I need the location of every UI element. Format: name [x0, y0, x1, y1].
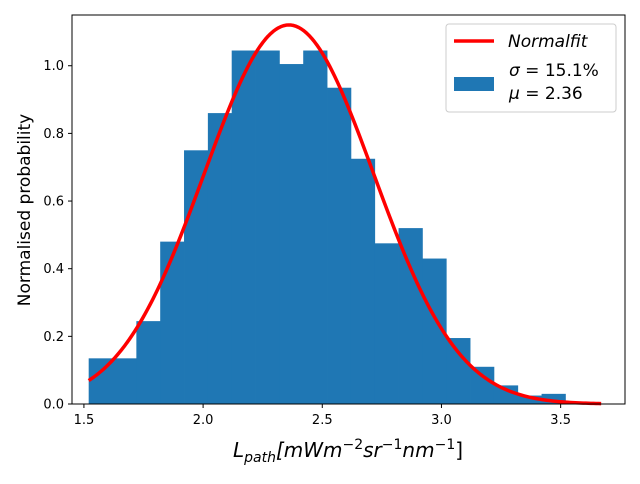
x-tick-label: 2.0	[193, 413, 214, 428]
x-tick-label: 1.5	[74, 413, 95, 428]
plot-frame	[71, 14, 626, 405]
histogram-bar	[493, 385, 519, 404]
legend-sigma-label: σ = 15.1%	[509, 61, 599, 81]
histogram-bar	[541, 393, 566, 404]
histogram-bar	[517, 395, 542, 404]
histogram-bar	[231, 50, 256, 404]
x-label-suffix: ]	[455, 438, 463, 462]
histogram-bar	[327, 87, 352, 405]
y-axis-label: Normalised probability	[15, 114, 35, 306]
histogram-bar	[136, 321, 161, 404]
x-tick-label: 3.5	[550, 413, 571, 428]
legend-hist-swatch	[454, 77, 494, 91]
x-tick-label: 3.0	[431, 413, 452, 428]
y-tick-label: 1.0	[43, 59, 64, 74]
x-label-sub: path	[243, 450, 276, 466]
histogram-bar	[160, 241, 185, 404]
histogram-bar	[303, 50, 328, 404]
y-tick-label: 0.0	[43, 398, 64, 413]
x-label-sr: sr	[363, 438, 383, 462]
legend: Normalfit σ = 15.1% μ = 2.36	[445, 23, 617, 113]
x-label-exp1: −2	[342, 437, 363, 453]
x-axis: 1.5 2.0 2.5 3.0 3.5	[74, 404, 571, 428]
histogram-bar	[279, 64, 304, 405]
histogram-bar	[255, 50, 280, 404]
y-tick-label: 0.4	[43, 262, 64, 277]
legend-fit-label: Normalfit	[508, 32, 589, 52]
y-axis: 0.0 0.2 0.4 0.6 0.8 1.0	[43, 59, 72, 413]
y-tick-label: 0.2	[43, 330, 64, 345]
histogram-bar	[184, 150, 209, 404]
bars-layer	[88, 50, 590, 405]
y-tick-label: 0.6	[43, 195, 64, 210]
normal-fit-curve	[87, 23, 602, 406]
histogram-bar	[470, 366, 495, 404]
legend-mu-value: = 2.36	[520, 84, 583, 104]
x-label-main: L	[233, 438, 244, 462]
legend-mu-symbol: μ	[508, 84, 520, 104]
histogram-bar	[112, 358, 137, 404]
histogram-bar	[207, 113, 233, 405]
x-label-exp3: −1	[435, 437, 456, 453]
x-label-units-prefix: [mWm	[276, 438, 343, 462]
histogram-bar	[398, 228, 423, 404]
histogram-bar	[374, 243, 399, 404]
histogram-bar	[350, 158, 376, 404]
x-label-exp2: −1	[382, 437, 403, 453]
histogram-bar	[446, 338, 471, 404]
x-axis-label: Lpath[mWm−2sr−1nm−1]	[233, 437, 463, 466]
legend-mu-label: μ = 2.36	[508, 84, 583, 104]
x-tick-label: 2.5	[312, 413, 333, 428]
y-tick-label: 0.8	[43, 127, 64, 142]
legend-sigma-symbol: σ	[509, 61, 521, 81]
legend-sigma-value: = 15.1%	[520, 61, 599, 81]
x-label-nm: nm	[402, 438, 434, 462]
